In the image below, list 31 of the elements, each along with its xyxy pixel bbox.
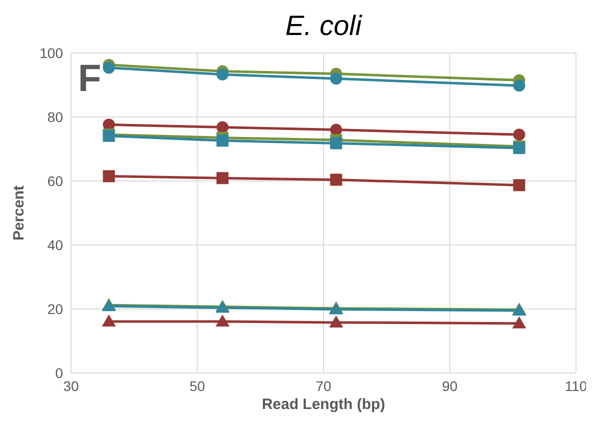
y-tick-label: 60 <box>47 172 64 189</box>
point <box>513 179 526 192</box>
point <box>513 80 526 92</box>
y-tick-label: 100 <box>40 44 64 61</box>
x-tick-label: 30 <box>63 378 79 394</box>
point <box>512 316 526 328</box>
point <box>102 62 115 74</box>
y-tick-label: 20 <box>47 300 64 317</box>
point <box>216 68 228 80</box>
point <box>102 170 115 182</box>
point <box>216 134 228 147</box>
y-axis-title: Percent <box>10 185 28 241</box>
point <box>513 128 526 141</box>
point <box>330 174 342 186</box>
point <box>216 121 228 134</box>
point <box>330 72 342 85</box>
x-tick-label: 50 <box>189 378 206 394</box>
annotation: F <box>78 58 102 101</box>
x-tick-label: 90 <box>442 378 458 394</box>
x-tick-label: 70 <box>316 378 332 394</box>
point <box>330 124 342 136</box>
point <box>329 315 344 328</box>
point <box>216 314 230 326</box>
y-tick-label: 0 <box>55 364 64 381</box>
point <box>330 137 342 150</box>
y-tick-label: 80 <box>47 108 64 125</box>
y-tick-label: 40 <box>47 236 64 253</box>
chart-title: E. coli <box>284 10 364 42</box>
x-axis-title: Read Length (bp) <box>260 396 386 413</box>
point <box>102 314 116 326</box>
point <box>216 172 228 184</box>
